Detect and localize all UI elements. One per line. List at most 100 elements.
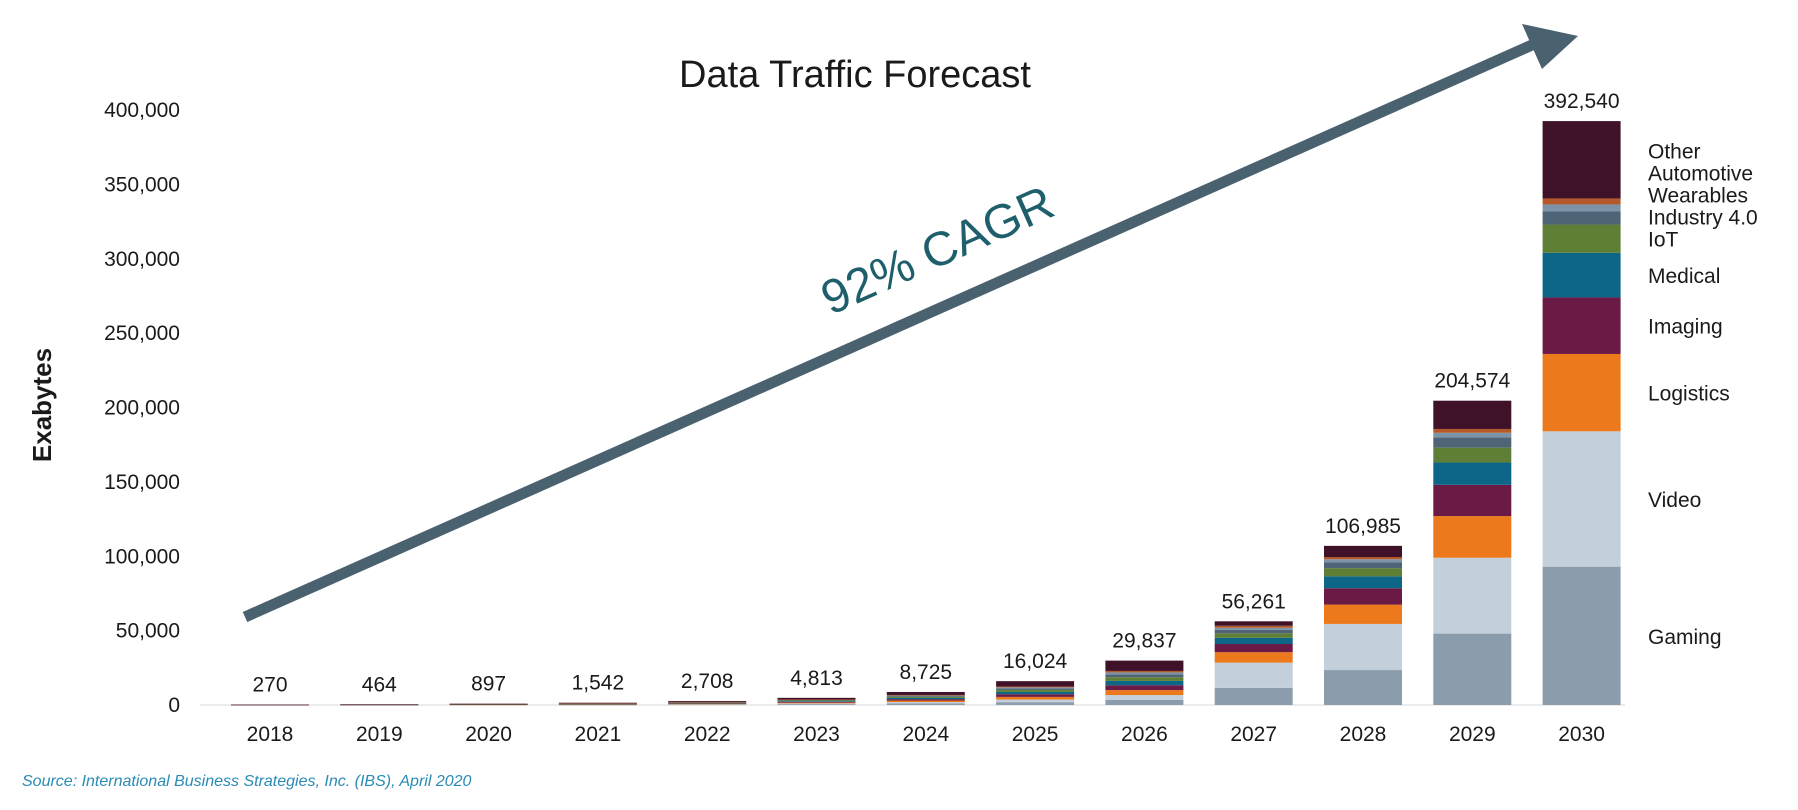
bar-total-label: 464	[362, 673, 397, 696]
x-tick-label: 2020	[465, 723, 512, 746]
bar-segment-imaging	[1324, 588, 1402, 605]
x-tick-label: 2021	[575, 723, 622, 746]
bar-segment-wearables	[996, 687, 1075, 689]
bar-segment-gaming	[668, 704, 747, 706]
bar-segment-video	[1324, 623, 1402, 671]
x-tick-label: 2028	[1340, 723, 1387, 746]
x-tick-label: 2019	[356, 723, 403, 746]
y-tick-label: 300,000	[104, 248, 180, 271]
y-tick-label: 350,000	[104, 173, 180, 196]
legend-label: Video	[1648, 489, 1701, 512]
bar-total-label: 897	[471, 673, 506, 696]
bar-total-label: 204,574	[1434, 370, 1510, 393]
bar-segment-iot	[1214, 633, 1293, 638]
bar-segment-gaming	[1542, 566, 1621, 705]
bar-2018	[231, 704, 309, 706]
bar-2027	[1214, 621, 1293, 705]
bar-segment-automotive	[996, 686, 1075, 688]
bar-segment-gaming	[1214, 687, 1293, 705]
stacked-bars	[231, 121, 1621, 706]
bar-segment-industry-4-0	[996, 688, 1075, 690]
bar-2025	[996, 681, 1075, 705]
bar-segment-video	[1214, 662, 1293, 688]
legend-label: Other	[1648, 141, 1701, 164]
bar-total-label: 1,542	[572, 672, 625, 695]
cagr-arrow-head	[1522, 24, 1578, 69]
bar-segment-gaming	[1433, 633, 1512, 705]
y-axis-ticks: 400,000 350,000 300,000 250,000 200,000 150,0…	[104, 99, 180, 717]
x-tick-label: 2030	[1558, 723, 1605, 746]
y-tick-label: 0	[168, 694, 180, 717]
bar-segment-automotive	[1105, 670, 1184, 673]
bar-segment-video	[996, 699, 1075, 703]
bar-segment-iot	[996, 689, 1075, 692]
source-note: Source: International Business Strategie…	[22, 773, 472, 790]
bar-2024	[886, 692, 965, 705]
bar-total-label: 270	[252, 674, 287, 697]
bar-segment-automotive	[558, 703, 637, 704]
bar-segment-video	[777, 703, 856, 705]
bar-segment-video	[668, 704, 747, 705]
bar-2022	[668, 700, 747, 706]
x-tick-label: 2027	[1230, 723, 1277, 746]
bar-segment-logistics	[777, 702, 856, 704]
bar-segment-gaming	[777, 704, 856, 705]
bar-segment-imaging	[886, 699, 965, 701]
bar-segment-industry-4-0	[777, 700, 856, 701]
bar-total-label: 16,024	[1003, 650, 1068, 673]
bar-segment-gaming	[1324, 670, 1402, 705]
bar-segment-other	[1542, 121, 1621, 199]
bar-2021	[558, 702, 637, 706]
bar-segment-gaming	[1105, 699, 1184, 705]
bar-segment-automotive	[1214, 625, 1293, 628]
bar-segment-industry-4-0	[1433, 437, 1512, 448]
bar-segment-video	[1433, 557, 1512, 634]
bar-segment-automotive	[886, 694, 965, 696]
bar-segment-video	[1542, 431, 1621, 567]
segment-labels: Gaming Video Logistics Imaging Medical IoTInd…	[1648, 141, 1758, 649]
bar-total-label: 56,261	[1222, 590, 1286, 613]
bar-segment-medical	[1324, 576, 1402, 589]
legend-label: Industry 4.0	[1648, 207, 1758, 230]
bar-segment-industry-4-0	[1105, 674, 1184, 678]
bar-total-label: 106,985	[1325, 515, 1401, 538]
y-axis-label: Exabytes	[27, 348, 57, 462]
bar-segment-logistics	[1542, 353, 1621, 432]
bar-segment-medical	[1542, 252, 1621, 298]
y-tick-label: 200,000	[104, 397, 180, 420]
bar-segment-wearables	[1542, 204, 1621, 212]
legend-label: Logistics	[1648, 383, 1730, 406]
bar-segment-wearables	[886, 695, 965, 696]
bar-segment-medical	[886, 697, 965, 700]
bar-segment-other	[340, 704, 419, 705]
bar-segment-other	[996, 681, 1075, 687]
bar-total-label: 2,708	[681, 670, 734, 693]
bar-2023	[777, 697, 856, 705]
bar-segment-other	[668, 700, 747, 702]
bar-segment-imaging	[777, 701, 856, 703]
bar-segment-medical	[668, 702, 747, 704]
legend-label: Gaming	[1648, 626, 1722, 649]
bar-segment-iot	[777, 700, 856, 702]
bar-segment-industry-4-0	[1542, 211, 1621, 225]
bar-segment-imaging	[1214, 644, 1293, 653]
bar-segment-other	[1105, 660, 1184, 671]
bar-segment-other	[558, 702, 637, 704]
bar-total-label: 4,813	[790, 667, 843, 690]
x-axis-ticks: 2018 2019 2020 2021 2022 2023 2024 2025 2026 2027…	[247, 723, 1605, 746]
bar-segment-medical	[1433, 462, 1512, 485]
bar-segment-other	[449, 703, 528, 705]
y-tick-label: 250,000	[104, 322, 180, 345]
bar-segment-automotive	[777, 699, 856, 701]
bar-segment-iot	[1105, 677, 1184, 681]
cagr-arrow	[242, 24, 1578, 623]
bar-segment-logistics	[996, 696, 1075, 700]
bar-segment-logistics	[668, 703, 747, 705]
x-tick-label: 2026	[1121, 723, 1168, 746]
bar-segment-video	[1105, 695, 1184, 700]
bar-total-labels: 270 464 897 1,542 2,708 4,813 8,725 16,024 29,83…	[252, 90, 1619, 697]
legend-label: Medical	[1648, 265, 1720, 288]
bar-segment-imaging	[996, 694, 1075, 697]
bar-segment-iot	[1433, 447, 1512, 463]
